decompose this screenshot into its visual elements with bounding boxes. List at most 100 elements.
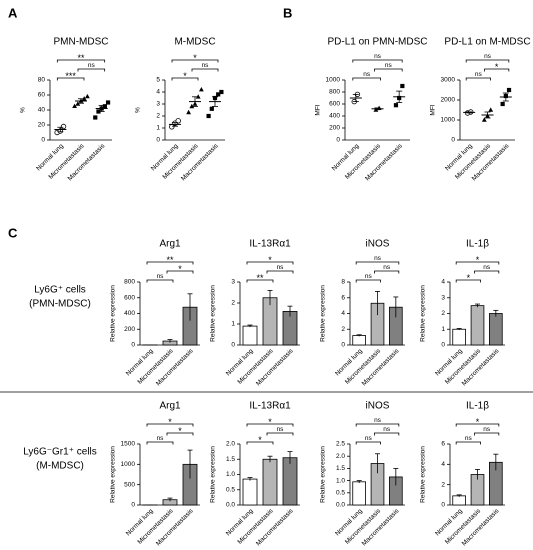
bar [352, 481, 366, 506]
y-axis-label: Relative expression [420, 446, 427, 503]
significance-label: ns [385, 62, 393, 69]
point [60, 123, 67, 130]
x-tick-label: Macrometastasis [67, 142, 107, 182]
point [105, 100, 111, 105]
significance-label: * [178, 264, 182, 274]
y-tick-label: 0 [41, 137, 45, 144]
point [219, 89, 224, 95]
y-tick-label: 2.0 [226, 441, 235, 448]
panel-label: A [8, 5, 18, 20]
significance-bracket [171, 59, 219, 63]
significance-bracket [374, 68, 403, 72]
y-tick-label: 3 [441, 294, 445, 301]
x-tick-label: Macrometastasis [155, 347, 195, 387]
y-axis-label: Relative expression [110, 285, 117, 342]
significance-label: * [467, 273, 471, 283]
y-tick-label: 5 [156, 77, 160, 84]
y-tick-label: 0 [131, 502, 135, 509]
point [488, 107, 494, 112]
point [216, 92, 221, 97]
significance-label: ns [374, 53, 382, 60]
y-tick-label: 800 [124, 279, 135, 286]
panel-label: B [283, 5, 292, 20]
x-tick-label: Macrometastasis [155, 507, 195, 547]
significance-bracket [56, 77, 85, 81]
significance-bracket [352, 77, 381, 81]
significance-label: * [476, 255, 480, 265]
significance-label: ns [363, 71, 371, 78]
point [96, 109, 101, 114]
y-axis-label: % [135, 107, 142, 113]
point [400, 83, 405, 89]
significance-bracket [146, 261, 194, 265]
significance-label: ns [277, 426, 285, 433]
significance-label: * [193, 53, 197, 63]
bar [262, 458, 278, 506]
significance-label: ns [465, 435, 473, 442]
y-tick-label: 800 [329, 89, 340, 96]
chart-title: PD-L1 on PMN-MDSC [327, 37, 427, 48]
point [102, 104, 107, 109]
y-tick-label: 1.0 [336, 477, 345, 484]
significance-bracket [465, 59, 510, 63]
y-tick-label: 0 [441, 502, 445, 509]
y-tick-label: 4 [441, 461, 445, 468]
significance-bracket [246, 279, 274, 283]
y-axis-label: Relative expression [420, 285, 427, 342]
significance-bracket [355, 423, 400, 427]
significance-label: ns [88, 62, 96, 69]
y-tick-label: 200 [124, 326, 135, 333]
significance-bracket [355, 279, 381, 283]
y-tick-label: 400 [124, 310, 135, 317]
significance-label: * [268, 255, 272, 265]
chart-title: Arg1 [159, 401, 181, 412]
significance-label: ns [475, 71, 483, 78]
y-tick-label: 1 [231, 321, 235, 328]
significance-label: ns [483, 426, 491, 433]
y-tick-label: 1000 [121, 461, 136, 468]
significance-bracket [146, 441, 174, 445]
significance-label: ns [484, 53, 492, 60]
significance-label: * [268, 417, 272, 427]
significance-label: * [178, 426, 182, 436]
significance-bracket [455, 261, 500, 265]
significance-bracket [166, 270, 194, 274]
y-tick-label: 0 [451, 137, 455, 144]
y-tick-label: 500 [124, 481, 135, 488]
significance-bracket [266, 432, 294, 436]
significance-bracket [455, 423, 500, 427]
y-tick-label: 40 [38, 107, 46, 114]
y-tick-label: 6 [441, 441, 445, 448]
y-tick-label: 0.0 [226, 502, 235, 509]
significance-label: *** [65, 71, 76, 81]
significance-label: ** [256, 273, 264, 283]
significance-bracket [191, 68, 219, 72]
significance-label: * [258, 435, 262, 445]
row-label: (PMN-MDSC) [29, 299, 91, 310]
row-label: Ly6G⁻Gr1⁺ cells [23, 447, 97, 458]
y-tick-label: 1 [156, 125, 160, 132]
y-axis-label: Relative expression [110, 446, 117, 503]
bar [242, 325, 258, 346]
y-tick-label: 1.0 [226, 471, 235, 478]
y-tick-label: 4 [441, 279, 445, 286]
chart-title: PD-L1 on M-MDSC [444, 37, 530, 48]
chart-title: iNOS [366, 401, 390, 412]
significance-bracket [77, 68, 106, 72]
bar [470, 305, 485, 346]
significance-label: * [476, 417, 480, 427]
significance-label: ns [365, 435, 373, 442]
chart-title: IL-1β [466, 239, 489, 250]
significance-label: ns [157, 273, 165, 280]
significance-bracket [246, 441, 274, 445]
y-tick-label: 0.0 [336, 502, 345, 509]
significance-label: * [168, 417, 172, 427]
y-tick-label: 1.5 [226, 456, 235, 463]
significance-bracket [374, 432, 400, 436]
point [195, 94, 201, 99]
x-tick-label: Micrometastasis [236, 507, 275, 546]
point [209, 106, 214, 111]
bar [452, 328, 466, 346]
y-tick-label: 2.5 [336, 441, 345, 448]
